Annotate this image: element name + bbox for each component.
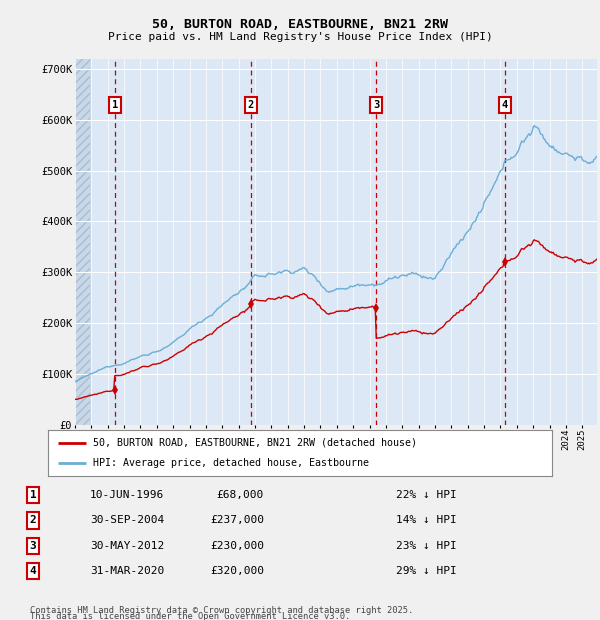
Text: 50, BURTON ROAD, EASTBOURNE, BN21 2RW: 50, BURTON ROAD, EASTBOURNE, BN21 2RW	[152, 19, 448, 31]
Text: £68,000: £68,000	[217, 490, 264, 500]
Text: 1: 1	[29, 490, 37, 500]
Text: £237,000: £237,000	[210, 515, 264, 525]
Text: 10-JUN-1996: 10-JUN-1996	[90, 490, 164, 500]
Text: 30-MAY-2012: 30-MAY-2012	[90, 541, 164, 551]
Text: 2: 2	[29, 515, 37, 525]
Text: 23% ↓ HPI: 23% ↓ HPI	[396, 541, 457, 551]
Text: Price paid vs. HM Land Registry's House Price Index (HPI): Price paid vs. HM Land Registry's House …	[107, 32, 493, 42]
Text: £230,000: £230,000	[210, 541, 264, 551]
Text: 1: 1	[112, 100, 118, 110]
Text: £320,000: £320,000	[210, 566, 264, 576]
Text: 50, BURTON ROAD, EASTBOURNE, BN21 2RW (detached house): 50, BURTON ROAD, EASTBOURNE, BN21 2RW (d…	[94, 438, 418, 448]
Bar	[75, 59, 90, 425]
Text: 31-MAR-2020: 31-MAR-2020	[90, 566, 164, 576]
Bar	[75, 59, 90, 425]
Text: 3: 3	[29, 541, 37, 551]
Text: This data is licensed under the Open Government Licence v3.0.: This data is licensed under the Open Gov…	[30, 613, 350, 620]
Text: 4: 4	[502, 100, 508, 110]
Text: 4: 4	[29, 566, 37, 576]
Text: 30-SEP-2004: 30-SEP-2004	[90, 515, 164, 525]
Text: 14% ↓ HPI: 14% ↓ HPI	[396, 515, 457, 525]
Text: 22% ↓ HPI: 22% ↓ HPI	[396, 490, 457, 500]
Text: 3: 3	[373, 100, 380, 110]
Text: 2: 2	[248, 100, 254, 110]
Text: HPI: Average price, detached house, Eastbourne: HPI: Average price, detached house, East…	[94, 458, 370, 468]
Text: 29% ↓ HPI: 29% ↓ HPI	[396, 566, 457, 576]
Text: Contains HM Land Registry data © Crown copyright and database right 2025.: Contains HM Land Registry data © Crown c…	[30, 606, 413, 614]
